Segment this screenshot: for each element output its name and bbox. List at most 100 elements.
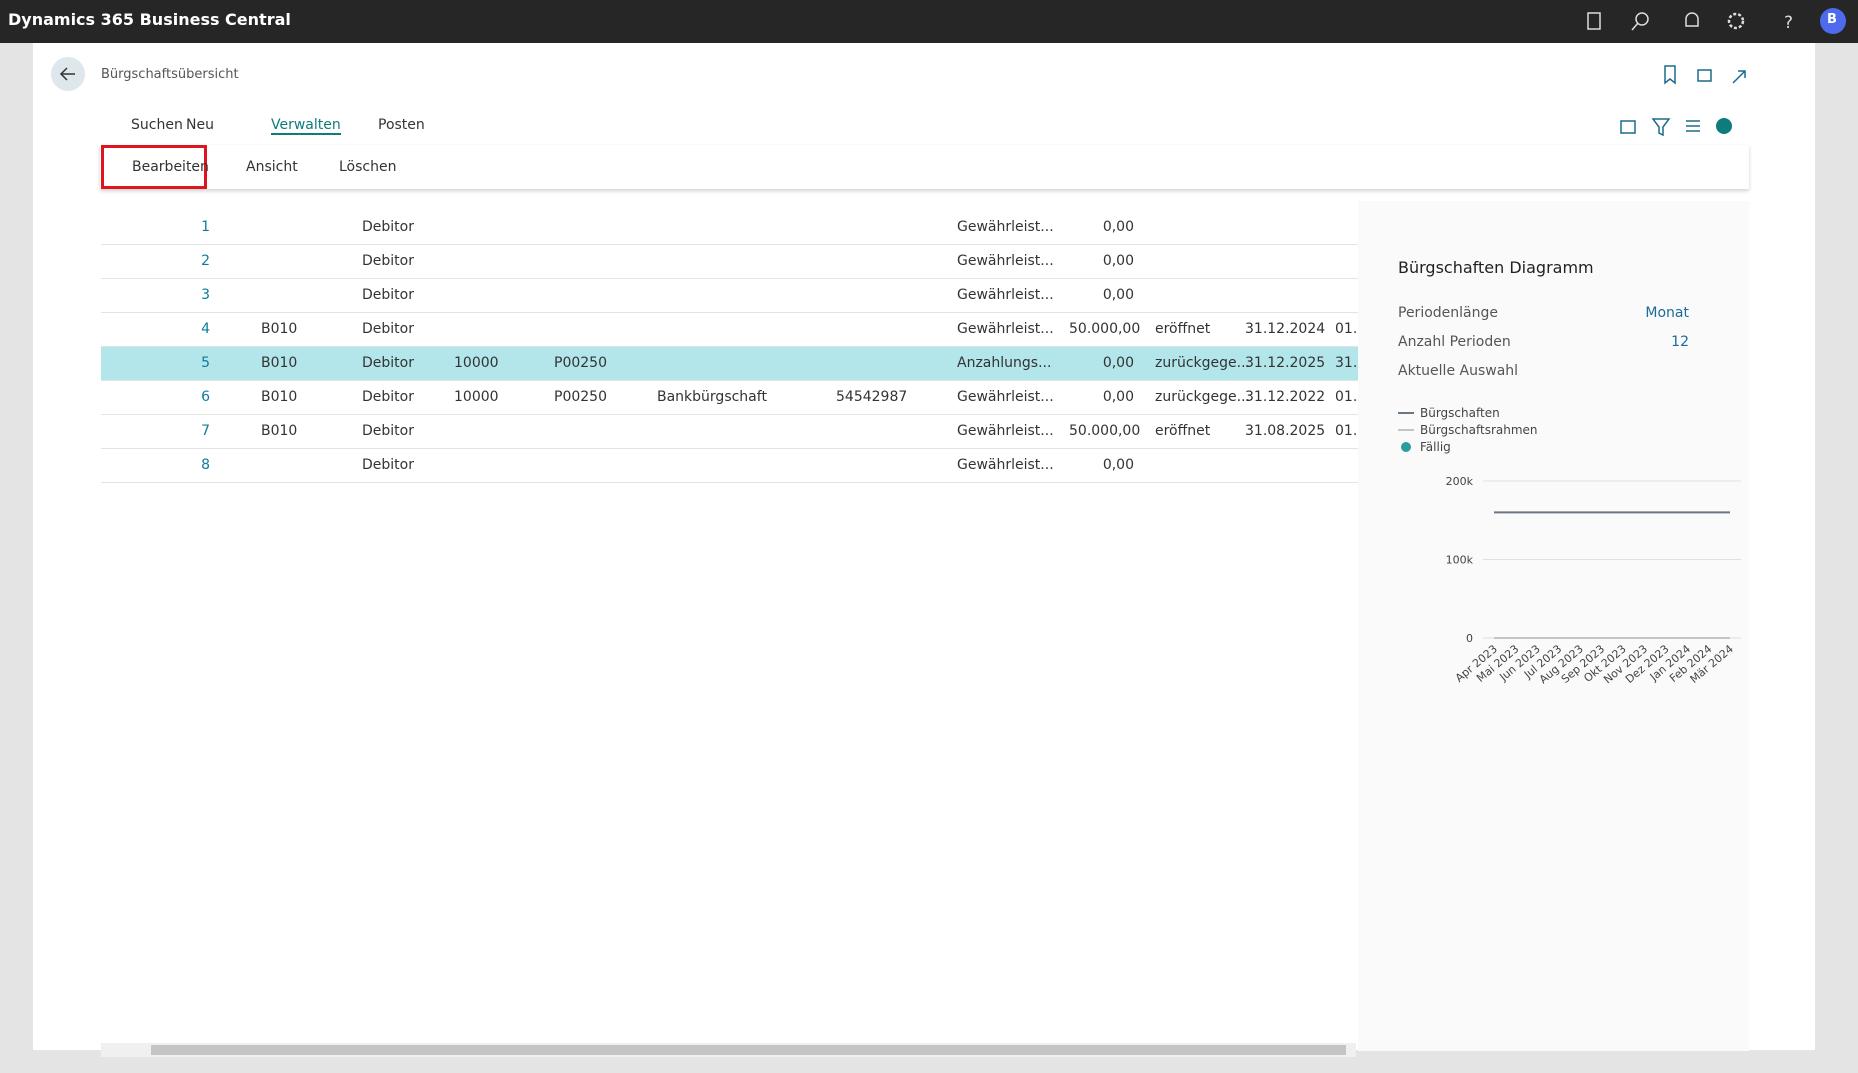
field-label: Anzahl Perioden <box>1398 334 1511 350</box>
table-cell: Debitor <box>362 389 414 405</box>
y-tick-label: 100k <box>1446 554 1474 567</box>
table-cell: Gewährleist... <box>957 219 1054 235</box>
table-cell: 54542987 <box>836 389 908 405</box>
table-cell: Gewährleist... <box>957 287 1054 303</box>
table-cell: 31.12.202 <box>1335 355 1358 371</box>
table-cell: 01.08.202 <box>1335 423 1358 439</box>
factbox-bg <box>1358 201 1749 1051</box>
app-title: Dynamics 365 Business Central <box>8 10 291 29</box>
table-cell: 0,00 <box>1102 457 1134 473</box>
action-tab[interactable]: Posten <box>378 117 425 133</box>
table-row[interactable]: 6 B010 Debitor 10000 P00250 Bankbürgschaft 545… <box>101 381 1358 415</box>
table-cell: eröffnet <box>1155 423 1211 439</box>
field-value[interactable]: 12 <box>1671 334 1689 350</box>
legend-label: Bürgschaftsrahmen <box>1420 423 1538 437</box>
table-cell: B010 <box>261 423 298 439</box>
table-cell[interactable]: 2 <box>201 253 210 269</box>
action-button[interactable]: Bearbeiten <box>132 159 209 175</box>
table: 1 Debitor Gewährleist... 0,00 2 Debitor Gewähr… <box>101 201 1358 521</box>
table-cell[interactable]: 8 <box>201 457 210 473</box>
factbox-title[interactable]: Bürgschaften Diagramm <box>1398 258 1594 277</box>
y-tick-label: 200k <box>1446 475 1474 488</box>
table-cell: 31.08.2025 <box>1245 423 1326 439</box>
table-cell: Debitor <box>362 457 414 473</box>
table-row[interactable]: 5 B010 Debitor 10000 P00250 Anzahlungs... 0,00… <box>101 347 1358 381</box>
table-cell: 0,00 <box>1102 355 1134 371</box>
top-bar: Dynamics 365 Business Central ? B <box>0 0 1858 43</box>
page-title: Bürgschaftsübersicht <box>101 67 239 82</box>
legend-swatch <box>1401 442 1411 452</box>
table-row[interactable]: 2 Debitor Gewährleist... 0,00 <box>101 245 1358 279</box>
table-cell[interactable]: 1 <box>201 219 210 235</box>
field-label: Aktuelle Auswahl <box>1398 363 1519 379</box>
table-cell: 31.12.2022 <box>1245 389 1326 405</box>
table-cell[interactable]: 3 <box>201 287 210 303</box>
table-row[interactable]: 3 Debitor Gewährleist... 0,00 <box>101 279 1358 313</box>
scrollbar-track[interactable] <box>101 1043 1356 1057</box>
table-row[interactable]: 1 Debitor Gewährleist... 0,00 <box>101 211 1358 245</box>
bell-icon[interactable] <box>1685 12 1699 27</box>
page-icons <box>1664 65 1746 85</box>
table-cell: P00250 <box>554 355 607 371</box>
table-cell: 0,00 <box>1102 287 1134 303</box>
legend-label: Fällig <box>1420 440 1451 454</box>
table-cell: P00250 <box>554 389 607 405</box>
action-tab[interactable]: Suchen <box>131 117 183 133</box>
field-value[interactable]: Monat <box>1645 305 1689 321</box>
factbox: Bürgschaften Diagramm Periodenlänge Monat A… <box>1358 201 1749 801</box>
search-icon[interactable] <box>1635 12 1649 26</box>
action-tab[interactable]: Verwalten <box>271 117 341 135</box>
table-cell: Gewährleist... <box>957 457 1054 473</box>
table-cell: Debitor <box>362 423 414 439</box>
doc-icon[interactable] <box>1587 12 1601 30</box>
table-cell: B010 <box>261 389 298 405</box>
table-cell: B010 <box>261 355 298 371</box>
table-cell: 10000 <box>454 389 499 405</box>
table-row[interactable]: 7 B010 Debitor Gewährleist... 50.000,00 eröff… <box>101 415 1358 449</box>
table-cell: Gewährleist... <box>957 423 1054 439</box>
field-label: Periodenlänge <box>1398 305 1498 321</box>
table-cell[interactable]: 7 <box>201 423 210 439</box>
table-cell: 31.12.2024 <box>1245 321 1326 337</box>
table-cell: 01.07.202 <box>1335 321 1358 337</box>
page: Bürgschaftsübersicht Suchen Neu Verwalten P… <box>33 43 1815 1057</box>
table-cell: 50.000,00 <box>1069 423 1141 439</box>
table-cell: Debitor <box>362 253 414 269</box>
settings-icon[interactable] <box>1727 12 1745 30</box>
table-cell: zurückgege... <box>1155 355 1251 371</box>
table-cell[interactable]: 6 <box>201 389 210 405</box>
table-cell: Debitor <box>362 321 414 337</box>
table-cell: 31.12.2025 <box>1245 355 1326 371</box>
table-row[interactable]: 4 B010 Debitor Gewährleist... 50.000,00 eröff… <box>101 313 1358 347</box>
help-icon[interactable]: ? <box>1784 13 1793 33</box>
table-cell: eröffnet <box>1155 321 1211 337</box>
table-cell: Gewährleist... <box>957 389 1054 405</box>
legend-label: Bürgschaften <box>1420 406 1500 420</box>
action-button[interactable]: Ansicht <box>246 159 298 175</box>
top-icons: ? <box>1587 8 1846 34</box>
table-cell: 01.01.202 <box>1335 389 1358 405</box>
y-tick-label: 0 <box>1466 632 1473 645</box>
table-cell: 0,00 <box>1102 253 1134 269</box>
table-cell[interactable]: 4 <box>201 321 210 337</box>
action-button[interactable]: Löschen <box>339 159 397 175</box>
table-row[interactable]: 8 Debitor Gewährleist... 0,00 <box>101 449 1358 483</box>
table-cell: Bankbürgschaft <box>657 389 767 405</box>
table-cell: Anzahlungs... <box>957 355 1052 371</box>
table-cell: B010 <box>261 321 298 337</box>
action-bar <box>100 145 1749 189</box>
action-tab[interactable]: Neu <box>186 117 214 133</box>
table-cell: Gewährleist... <box>957 321 1054 337</box>
highlight-box <box>101 145 207 189</box>
table-cell[interactable]: 5 <box>201 355 210 371</box>
table-cell: 0,00 <box>1102 389 1134 405</box>
avatar[interactable] <box>1820 8 1846 34</box>
avatar-letter[interactable]: B <box>1827 12 1837 27</box>
table-cell: 10000 <box>454 355 499 371</box>
table-cell: Debitor <box>362 287 414 303</box>
back-button[interactable] <box>50 56 86 92</box>
list-icons <box>1620 118 1732 137</box>
table-cell: Gewährleist... <box>957 253 1054 269</box>
